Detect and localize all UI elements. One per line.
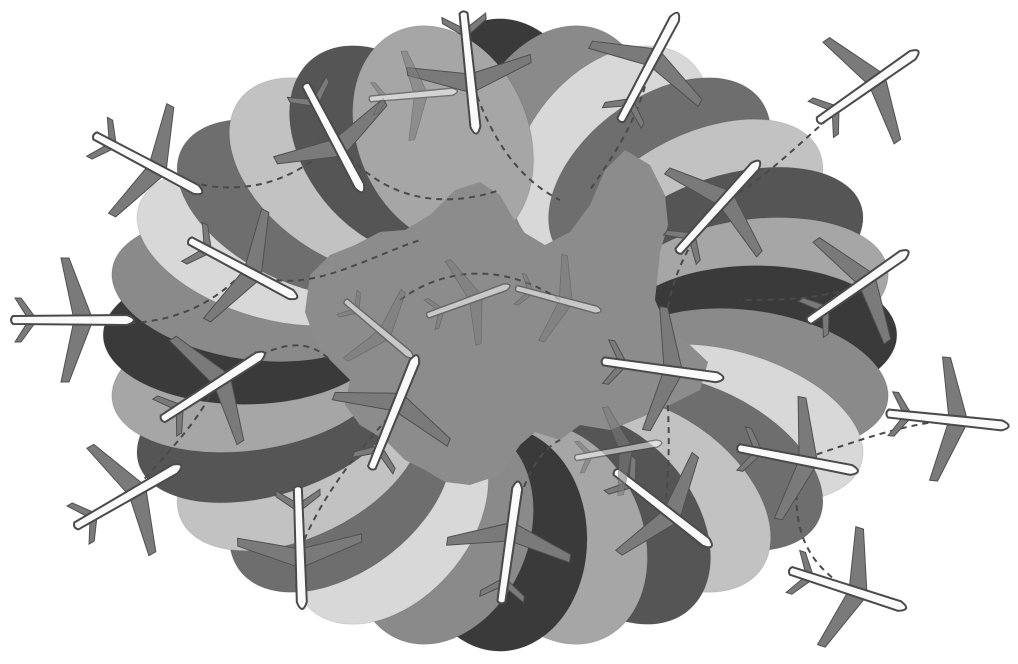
flight-path (719, 84, 871, 206)
flight-path (299, 409, 396, 551)
flight-path (399, 272, 561, 301)
flight-path (149, 139, 336, 189)
flight-path (334, 139, 501, 201)
flight-path (129, 384, 216, 496)
flight-path (799, 419, 951, 461)
flight-path (244, 239, 421, 282)
